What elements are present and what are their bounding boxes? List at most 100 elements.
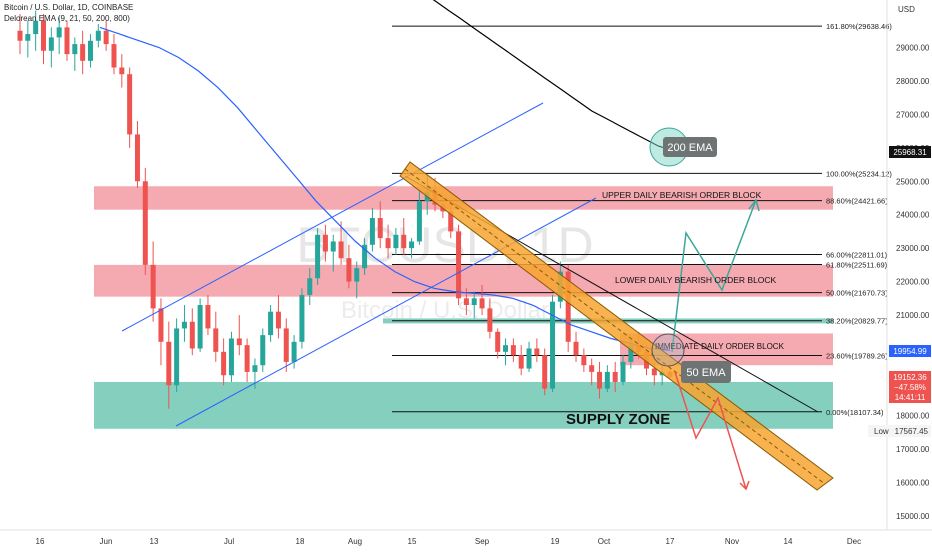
candle-body-51 bbox=[416, 201, 422, 242]
candle-body-7 bbox=[72, 44, 78, 55]
candle-body-68 bbox=[550, 301, 556, 389]
zone-label-1: LOWER DAILY BEARISH ORDER BLOCK bbox=[615, 275, 777, 285]
currency-label: USD bbox=[898, 5, 915, 14]
candle-body-8 bbox=[80, 44, 86, 61]
candle-body-75 bbox=[604, 371, 610, 389]
x-tick-label-2: 13 bbox=[150, 537, 159, 546]
fib-label-0: 161.80%(29638.46) bbox=[826, 22, 892, 31]
x-tick-label-6: 15 bbox=[408, 537, 417, 546]
trend-band-midline bbox=[404, 168, 826, 485]
candle-body-81 bbox=[651, 368, 657, 376]
candle-body-23 bbox=[197, 305, 203, 349]
price-axis[interactable]: 29000.0028000.0027000.0026000.0025000.00… bbox=[896, 43, 930, 520]
y-tick-label-1: 28000.00 bbox=[896, 77, 930, 86]
bearish-arrow-head bbox=[739, 480, 750, 491]
x-tick-label-10: 17 bbox=[666, 537, 675, 546]
bullish-arrow-head bbox=[748, 198, 760, 212]
x-tick-label-11: Nov bbox=[725, 537, 739, 546]
candle-body-63 bbox=[510, 345, 516, 356]
candle-body-33 bbox=[275, 311, 281, 329]
time-axis[interactable]: 16 Jun 13 Jul 18 Aug 15 Sep 19 Oct 17 Nov 14 Dec bbox=[36, 537, 862, 546]
ema50-annotation: 50 EMA bbox=[651, 333, 731, 383]
trend-drawings bbox=[121, 102, 834, 491]
zone-label-0: UPPER DAILY BEARISH ORDER BLOCK bbox=[602, 190, 762, 200]
y-tick-label-4: 25000.00 bbox=[896, 177, 930, 186]
fib-label-5: 50.00%(21670.73) bbox=[826, 289, 888, 298]
low-label: Low bbox=[874, 427, 889, 436]
candle-body-37 bbox=[307, 278, 313, 295]
candle-body-1 bbox=[25, 34, 31, 41]
candle-body-13 bbox=[119, 67, 125, 75]
low-value: 17567.45 bbox=[895, 427, 929, 436]
y-tick-label-14: 15000.00 bbox=[896, 512, 930, 521]
ema50-line bbox=[99, 26, 671, 351]
x-tick-label-3: Jul bbox=[224, 537, 234, 546]
candle-body-19 bbox=[166, 341, 172, 386]
y-tick-label-0: 29000.00 bbox=[896, 43, 930, 52]
candle-body-14 bbox=[127, 74, 133, 135]
candle-body-42 bbox=[346, 258, 352, 282]
zone-rect-0 bbox=[94, 186, 833, 210]
fib-label-3: 66.00%(22811.01) bbox=[826, 250, 888, 259]
ema50-price-tag: 19954.99 bbox=[889, 345, 931, 357]
candle-body-48 bbox=[393, 234, 399, 249]
x-tick-label-8: 19 bbox=[551, 537, 560, 546]
candle-body-77 bbox=[620, 361, 626, 382]
candle-body-25 bbox=[213, 328, 219, 352]
x-tick-label-4: 18 bbox=[296, 537, 305, 546]
candle-body-29 bbox=[244, 345, 250, 372]
candle-body-5 bbox=[56, 27, 62, 38]
candle-body-10 bbox=[95, 30, 101, 41]
candle-body-27 bbox=[228, 338, 234, 376]
low-price-tag: Low 17567.45 bbox=[868, 425, 931, 437]
candle-body-59 bbox=[479, 298, 485, 309]
candle-body-11 bbox=[103, 30, 109, 45]
candle-body-45 bbox=[369, 218, 375, 245]
symbol-title[interactable]: Bitcoin / U.S. Dollar, 1D, COINBASE bbox=[4, 3, 134, 12]
candle-body-50 bbox=[409, 241, 415, 249]
y-tick-label-8: 21000.00 bbox=[896, 311, 930, 320]
candle-body-15 bbox=[134, 134, 140, 182]
candle-body-65 bbox=[526, 348, 532, 369]
candle-body-16 bbox=[142, 181, 148, 265]
ema200-price-tag: 25968.31 bbox=[889, 146, 931, 158]
x-tick-label-7: Sep bbox=[475, 537, 490, 546]
y-tick-label-11: 18000.00 bbox=[896, 411, 930, 420]
fib-label-6: 38.20%(20829.77) bbox=[826, 317, 888, 326]
bearish-projection-path bbox=[674, 371, 747, 490]
ema200-tag-text: 200 EMA bbox=[667, 142, 713, 154]
channel-upper-line bbox=[121, 102, 544, 332]
candle-body-49 bbox=[401, 234, 407, 249]
candle-body-72 bbox=[581, 355, 587, 366]
y-tick-label-7: 22000.00 bbox=[896, 278, 930, 287]
x-tick-label-12: 14 bbox=[784, 537, 793, 546]
ema200-annotation: 200 EMA bbox=[649, 127, 717, 167]
ema200-price-value: 25968.31 bbox=[893, 148, 927, 157]
candle-body-64 bbox=[518, 355, 524, 369]
fib-label-4: 61.80%(22511.69) bbox=[826, 260, 888, 269]
ema50-price-value: 19954.99 bbox=[893, 347, 927, 356]
candle-body-78 bbox=[628, 345, 634, 362]
fib-label-1: 100.00%(25234.12) bbox=[826, 169, 892, 178]
fib-label-7: 23.60%(19789.26) bbox=[826, 352, 888, 361]
y-tick-label-2: 27000.00 bbox=[896, 110, 930, 119]
last-price-tag: 19152.36 −47.58% 14:41:11 bbox=[889, 371, 931, 403]
candle-body-62 bbox=[503, 345, 509, 352]
candle-body-56 bbox=[456, 231, 462, 299]
chart-header: Bitcoin / U.S. Dollar, 1D, COINBASE Delo… bbox=[4, 2, 133, 24]
candle-body-24 bbox=[205, 305, 211, 329]
x-tick-label-13: Dec bbox=[847, 537, 861, 546]
candle-body-66 bbox=[534, 348, 540, 356]
candle-body-67 bbox=[542, 355, 548, 389]
candle-body-6 bbox=[64, 27, 70, 55]
bullish-projection-path bbox=[671, 199, 757, 353]
candle-body-58 bbox=[471, 298, 477, 306]
candle-body-21 bbox=[181, 321, 187, 329]
candle-body-17 bbox=[150, 264, 156, 309]
last-price-value: 19152.36 bbox=[893, 373, 927, 382]
indicator-title[interactable]: Delorean EMA (9, 21, 50, 200, 800) bbox=[4, 14, 130, 23]
candle-body-39 bbox=[322, 234, 328, 252]
candle-body-60 bbox=[487, 308, 493, 332]
